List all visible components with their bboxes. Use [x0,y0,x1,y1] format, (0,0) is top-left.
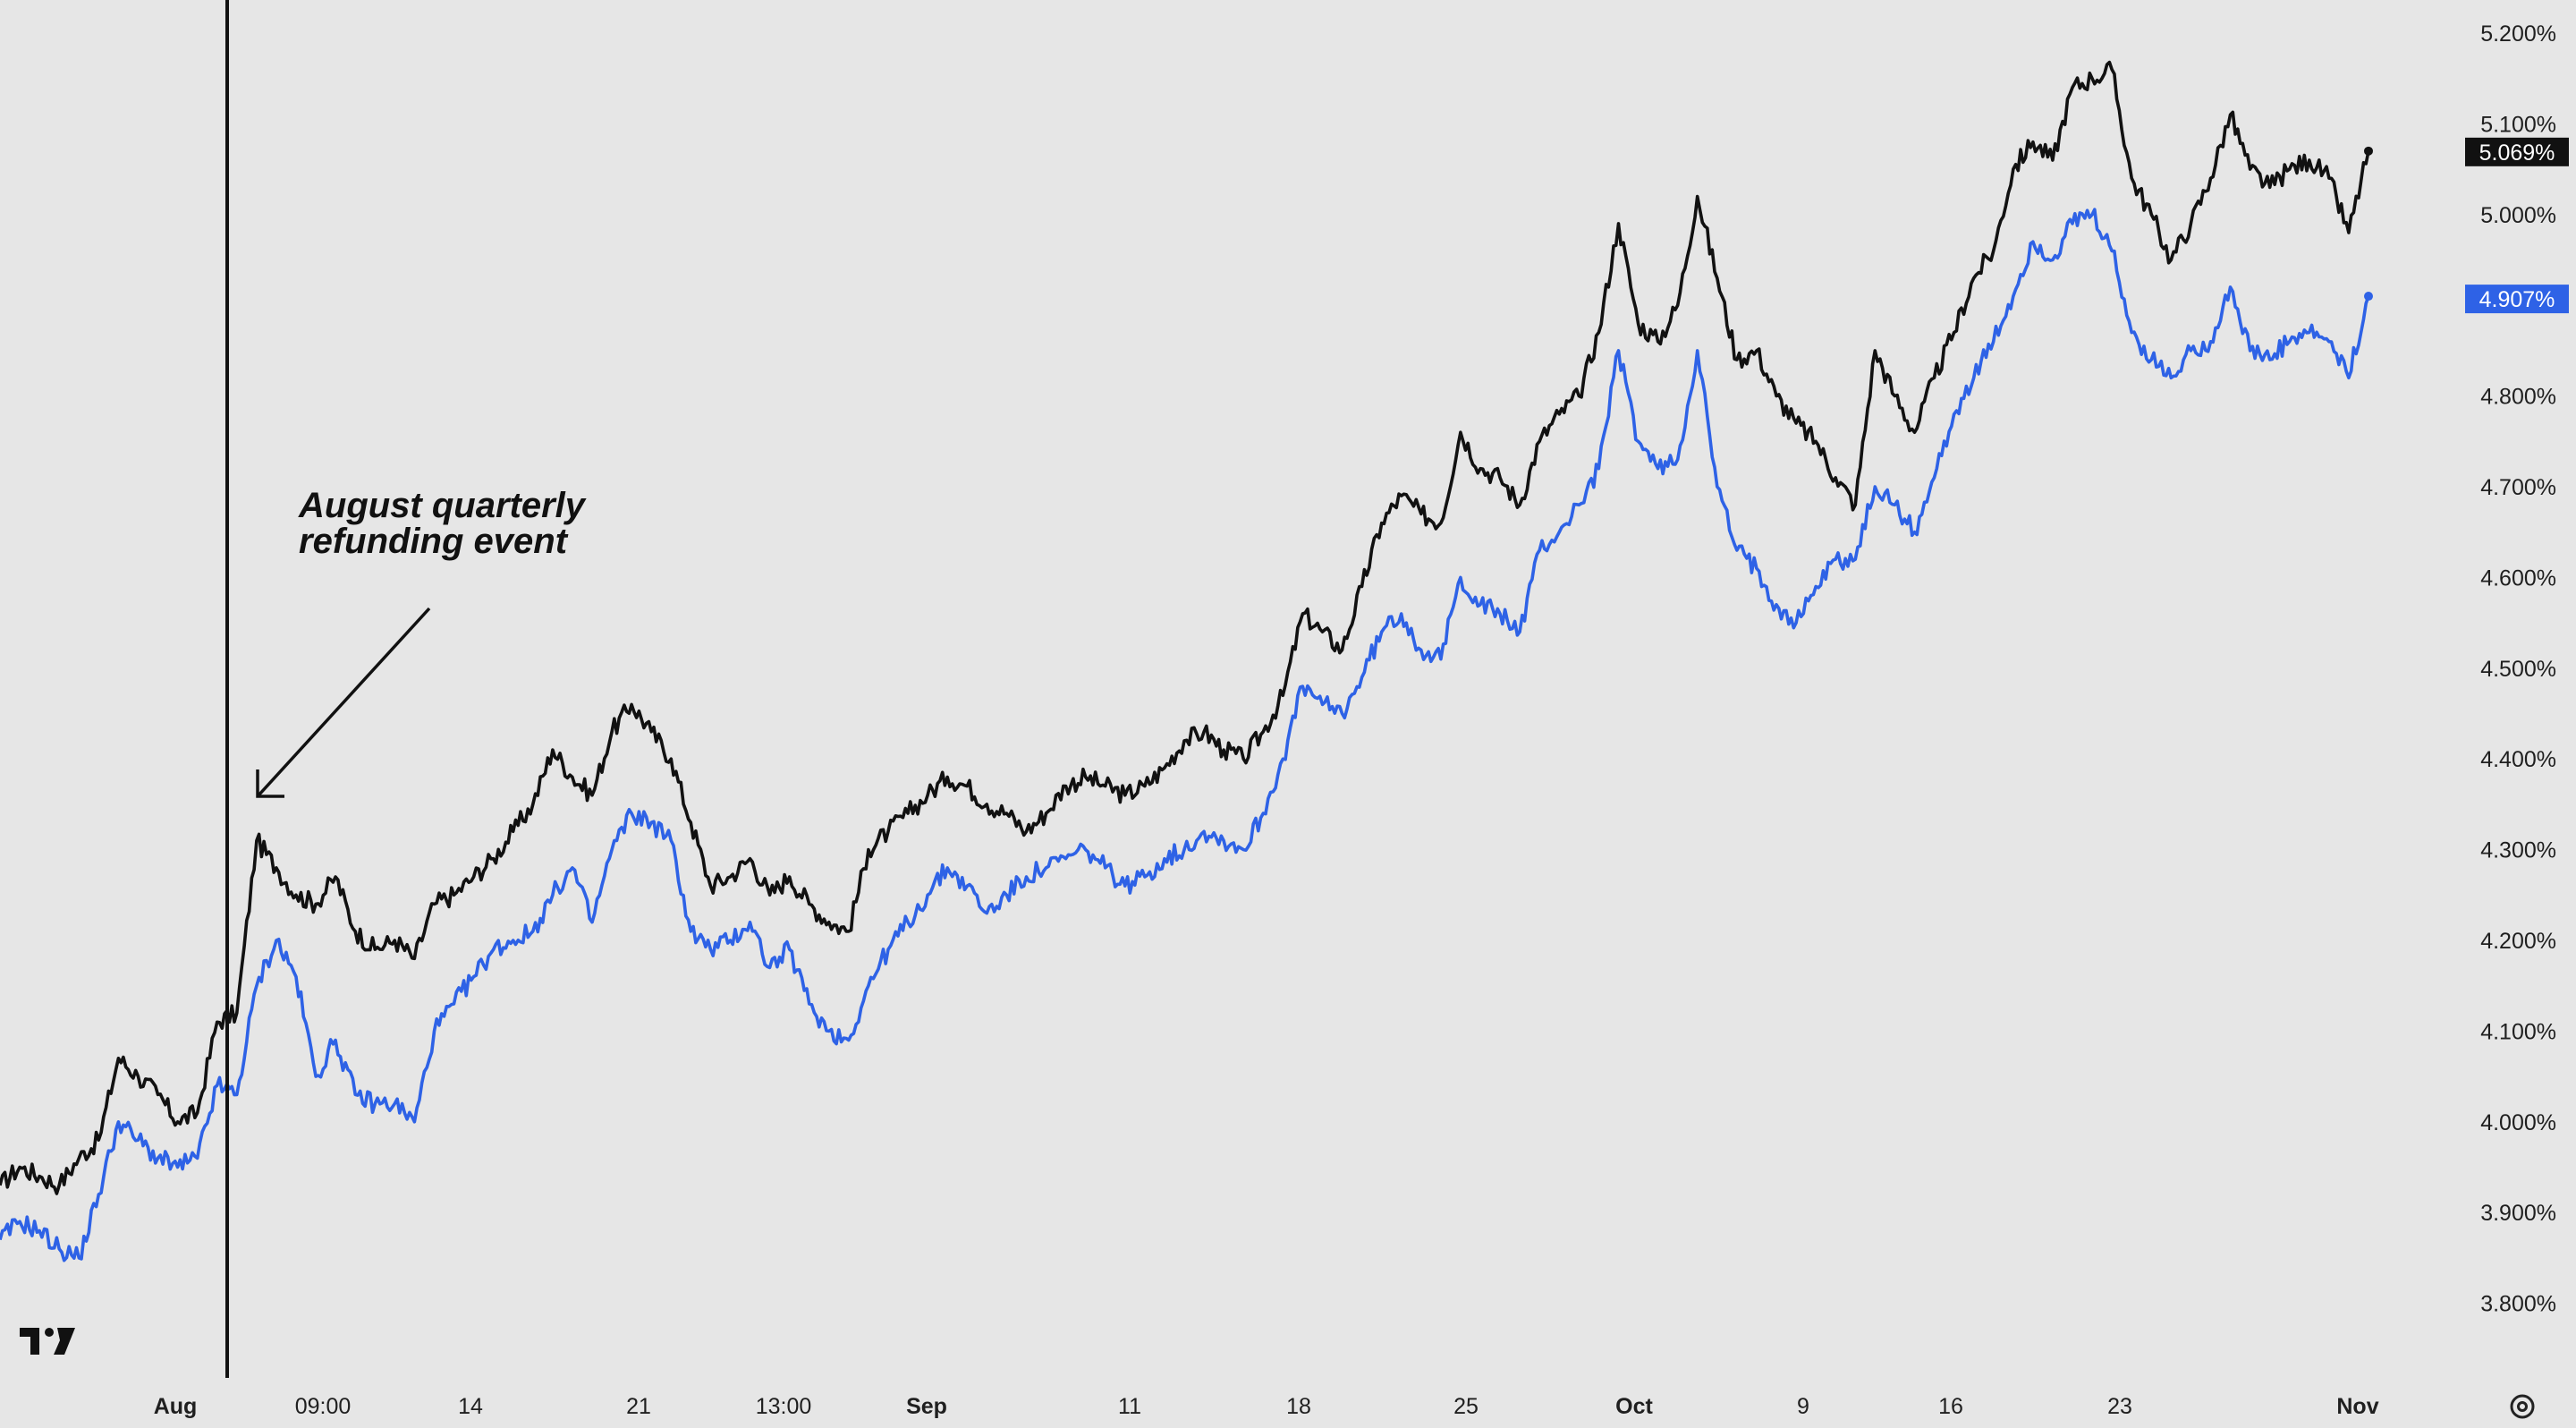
x-tick-label: 23 [2107,1394,2132,1419]
annotation-line-2: refunding event [299,522,569,561]
x-tick-label: 25 [1453,1394,1479,1419]
y-tick-label: 5.000% [2480,203,2556,228]
last-value-label-1: 4.907% [2479,287,2555,312]
last-value-badge-1: 4.907% [2465,285,2569,314]
x-tick-label: 9 [1797,1394,1809,1419]
x-tick-label: 13:00 [756,1394,812,1419]
y-tick-label: 5.100% [2480,112,2556,137]
x-tick-label: 11 [1118,1394,1141,1419]
x-tick-label: 09:00 [295,1394,352,1419]
y-tick-label: 3.900% [2480,1201,2556,1226]
x-tick-label: Sep [906,1394,947,1419]
annotation-line-1: August quarterly [298,486,587,525]
y-tick-label: 4.300% [2480,838,2556,863]
series-end-point-1 [2364,292,2373,302]
y-tick-label: 4.500% [2480,657,2556,682]
x-tick-label: 21 [626,1394,651,1419]
x-tick-label: 14 [458,1394,483,1419]
y-tick-label: 4.400% [2480,747,2556,772]
chart-settings-gear-icon[interactable] [2510,1394,2535,1419]
y-tick-label: 4.000% [2480,1110,2556,1135]
x-tick-label: 18 [1286,1394,1311,1419]
y-tick-label: 5.200% [2480,21,2556,47]
y-tick-label: 4.800% [2480,385,2556,410]
series-line-0 [0,60,2370,1195]
x-tick-label: 16 [1938,1394,1963,1419]
x-tick-label: Aug [154,1394,198,1419]
y-tick-label: 4.700% [2480,475,2556,500]
x-tick-label: Nov [2336,1394,2378,1419]
x-tick-label: Oct [1615,1394,1653,1419]
last-value-badge-0: 5.069% [2465,137,2569,166]
y-tick-label: 4.600% [2480,565,2556,591]
y-tick-label: 4.100% [2480,1019,2556,1044]
y-tick-label: 3.800% [2480,1292,2556,1317]
y-tick-label: 4.200% [2480,929,2556,954]
series-end-point-0 [2364,146,2373,156]
tradingview-logo-icon [20,1328,75,1355]
series-line-1 [0,208,2370,1262]
last-value-label-0: 5.069% [2479,140,2555,166]
annotation-arrow-icon [256,607,431,798]
